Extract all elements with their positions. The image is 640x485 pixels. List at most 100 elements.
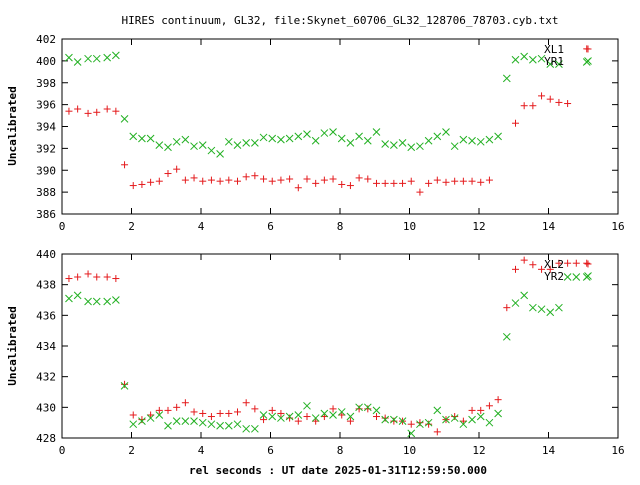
x-tick-label: 4 xyxy=(198,444,205,457)
data-point xyxy=(572,273,581,281)
data-point xyxy=(74,105,82,113)
data-point xyxy=(242,424,251,433)
y-tick-label: 400 xyxy=(36,55,56,68)
x-tick-label: 8 xyxy=(337,444,344,457)
data-point xyxy=(172,137,181,146)
data-point xyxy=(93,273,101,281)
data-point xyxy=(555,98,563,106)
data-point xyxy=(277,176,285,184)
x-tick-label: 12 xyxy=(472,220,485,233)
series-YR2 xyxy=(65,273,591,438)
data-point xyxy=(129,182,137,190)
y-tick-label: 430 xyxy=(36,401,56,414)
data-point xyxy=(572,259,580,267)
data-point xyxy=(320,176,328,184)
data-point xyxy=(155,141,164,149)
data-point xyxy=(268,177,276,185)
data-point xyxy=(146,134,155,143)
x-tick-label: 16 xyxy=(611,444,624,457)
data-point xyxy=(312,179,320,187)
data-point xyxy=(73,291,82,300)
data-point xyxy=(277,414,285,422)
data-point xyxy=(129,132,138,141)
data-point xyxy=(485,402,493,410)
data-point xyxy=(433,428,441,436)
data-point xyxy=(84,270,92,278)
data-point xyxy=(477,178,485,186)
data-point xyxy=(207,413,215,421)
data-point xyxy=(399,179,407,187)
x-tick-label: 8 xyxy=(337,220,344,233)
data-point xyxy=(198,141,207,149)
data-point xyxy=(494,409,502,418)
data-point xyxy=(285,134,294,143)
chart-panel-2: 0 2 4 6 8 10 12 14 16 428 430 432 434 436 438 440 Uncali… xyxy=(6,248,625,457)
data-point xyxy=(164,143,172,152)
data-point xyxy=(416,142,424,151)
data-point xyxy=(424,418,433,427)
data-point xyxy=(503,304,511,312)
data-point xyxy=(433,132,442,141)
series-XL2 xyxy=(65,256,591,436)
data-point xyxy=(511,119,519,127)
data-point xyxy=(74,273,82,281)
data-point xyxy=(468,406,476,414)
data-point xyxy=(416,420,424,429)
data-point xyxy=(555,60,563,69)
data-point xyxy=(355,132,363,141)
data-point xyxy=(164,170,172,178)
data-point xyxy=(216,409,224,417)
data-point xyxy=(407,143,416,152)
data-point xyxy=(155,177,163,185)
data-point xyxy=(459,177,467,185)
data-point xyxy=(320,413,328,421)
data-point xyxy=(199,177,207,185)
data-point xyxy=(459,420,468,429)
data-point xyxy=(120,382,129,390)
data-point xyxy=(355,174,363,182)
data-point xyxy=(93,108,101,116)
data-point xyxy=(277,135,285,144)
data-point xyxy=(120,114,129,123)
y-tick-label: 402 xyxy=(36,33,56,46)
data-point xyxy=(424,136,433,145)
data-point xyxy=(311,136,320,145)
data-point xyxy=(494,132,502,141)
data-point xyxy=(268,406,276,414)
data-point xyxy=(303,175,311,183)
x-tick-label: 14 xyxy=(542,220,556,233)
y-tick-label: 438 xyxy=(36,279,56,292)
y-tick-label: 388 xyxy=(36,186,56,199)
data-point xyxy=(425,420,433,428)
data-point xyxy=(433,176,441,184)
data-point xyxy=(84,297,92,306)
data-point xyxy=(268,412,277,421)
y-tick-label: 434 xyxy=(36,340,56,353)
data-point xyxy=(537,54,546,63)
data-point xyxy=(338,411,346,419)
data-point xyxy=(372,128,381,136)
legend-marker xyxy=(584,45,592,53)
data-point xyxy=(277,409,285,417)
x-axis-label: rel seconds : UT date 2025-01-31T12:59:5… xyxy=(189,464,487,477)
data-point xyxy=(138,180,146,188)
data-point xyxy=(416,419,424,427)
data-point xyxy=(103,53,112,62)
data-point xyxy=(216,149,224,158)
data-point xyxy=(407,429,416,438)
data-point xyxy=(538,265,546,273)
y-tick-label: 396 xyxy=(36,99,56,112)
data-point xyxy=(563,273,572,281)
x-tick-label: 2 xyxy=(128,220,135,233)
data-point xyxy=(112,296,120,304)
data-point xyxy=(172,417,181,425)
data-point xyxy=(303,401,311,410)
data-point xyxy=(520,52,529,61)
data-point xyxy=(442,178,450,186)
data-point xyxy=(65,53,73,62)
data-point xyxy=(363,403,372,412)
data-point xyxy=(112,275,120,283)
data-point xyxy=(511,299,520,307)
y-tick-label: 436 xyxy=(36,309,56,322)
data-point xyxy=(65,107,73,115)
